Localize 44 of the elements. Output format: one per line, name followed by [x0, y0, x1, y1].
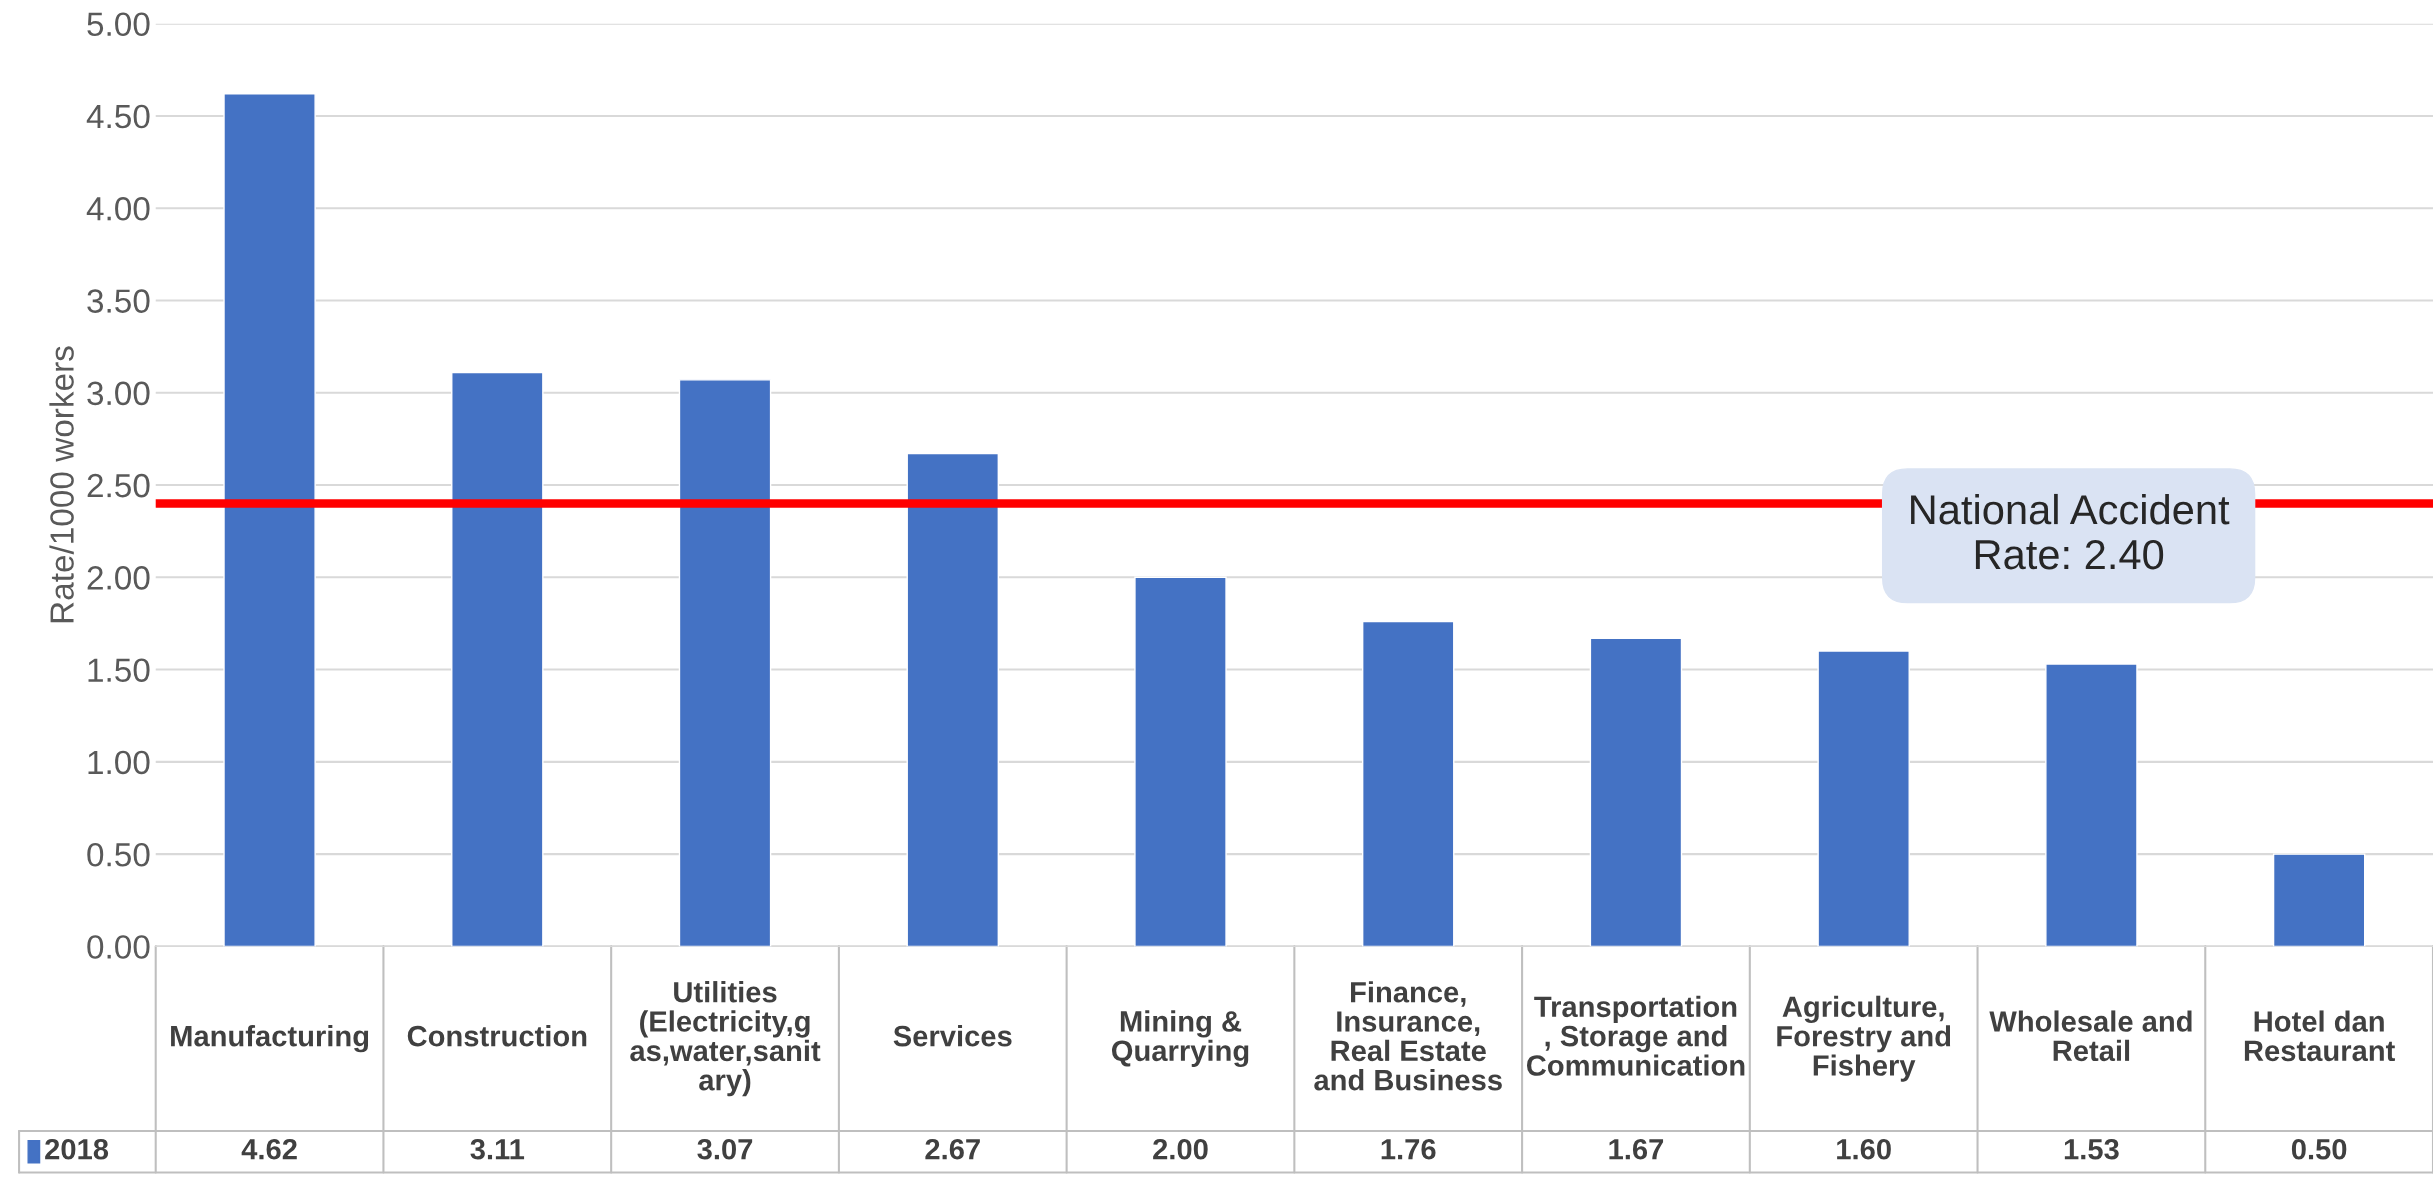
data-label: 2.67 [925, 1138, 980, 1160]
x-tick-label: Manufacturing [171, 1025, 369, 1053]
legend-label: 2018 [45, 1138, 109, 1160]
y-tick-label: 1.50 [88, 658, 150, 682]
data-label: 2.00 [1153, 1138, 1208, 1160]
x-tick-label: Wholesale and Retail [1989, 1010, 2192, 1062]
ref-line-label: National Accident Rate: 2.40 [1911, 493, 2230, 570]
bar [223, 93, 316, 947]
bar [451, 371, 544, 947]
data-label: 3.11 [470, 1138, 525, 1160]
data-label: 1.53 [2064, 1138, 2119, 1160]
bar [1134, 576, 1227, 947]
data-label: 1.60 [1837, 1138, 1891, 1160]
y-tick-label: 0.50 [87, 842, 150, 867]
y-tick-label: 1.00 [88, 750, 150, 775]
x-tick-label: Services [893, 1025, 1012, 1047]
data-label: 1.67 [1609, 1138, 1664, 1160]
y-tick-label: 2.00 [87, 566, 150, 590]
y-tick-label: 4.00 [86, 197, 150, 221]
bar [2272, 853, 2366, 947]
y-tick-label: 4.50 [86, 104, 150, 129]
data-label: 0.50 [2291, 1138, 2347, 1160]
x-tick-label: Utilities (Electricity,gas,water,sanitary) [630, 981, 821, 1097]
data-label: 4.62 [241, 1138, 297, 1160]
y-tick-label: 0.00 [87, 935, 150, 959]
x-tick-label: Construction [407, 1025, 587, 1047]
x-tick-label: Transportation, Storage and Communication [1526, 995, 1745, 1076]
x-tick-label: Mining & Quarrying [1112, 1010, 1249, 1068]
bar [1589, 637, 1683, 947]
x-tick-label: Hotel dan Restaurant [2244, 1010, 2395, 1062]
bar [678, 379, 772, 947]
x-tick-label: Agriculture, Forestry and Fishery [1777, 995, 1951, 1082]
bar [906, 452, 1000, 947]
data-label: 3.07 [697, 1138, 753, 1160]
bar [1361, 620, 1455, 947]
y-tick-label: 3.00 [87, 381, 150, 406]
bar [2045, 663, 2138, 947]
data-label: 1.76 [1381, 1138, 1436, 1160]
y-axis-title: Rate/1000 workers [49, 346, 74, 623]
bar [1817, 650, 1910, 947]
x-tick-label: Finance, Insurance, Real Estate and Business [1314, 981, 1502, 1091]
y-tick-label: 5.00 [87, 12, 150, 37]
y-tick-label: 2.50 [87, 473, 150, 498]
y-tick-label: 3.50 [87, 289, 150, 313]
